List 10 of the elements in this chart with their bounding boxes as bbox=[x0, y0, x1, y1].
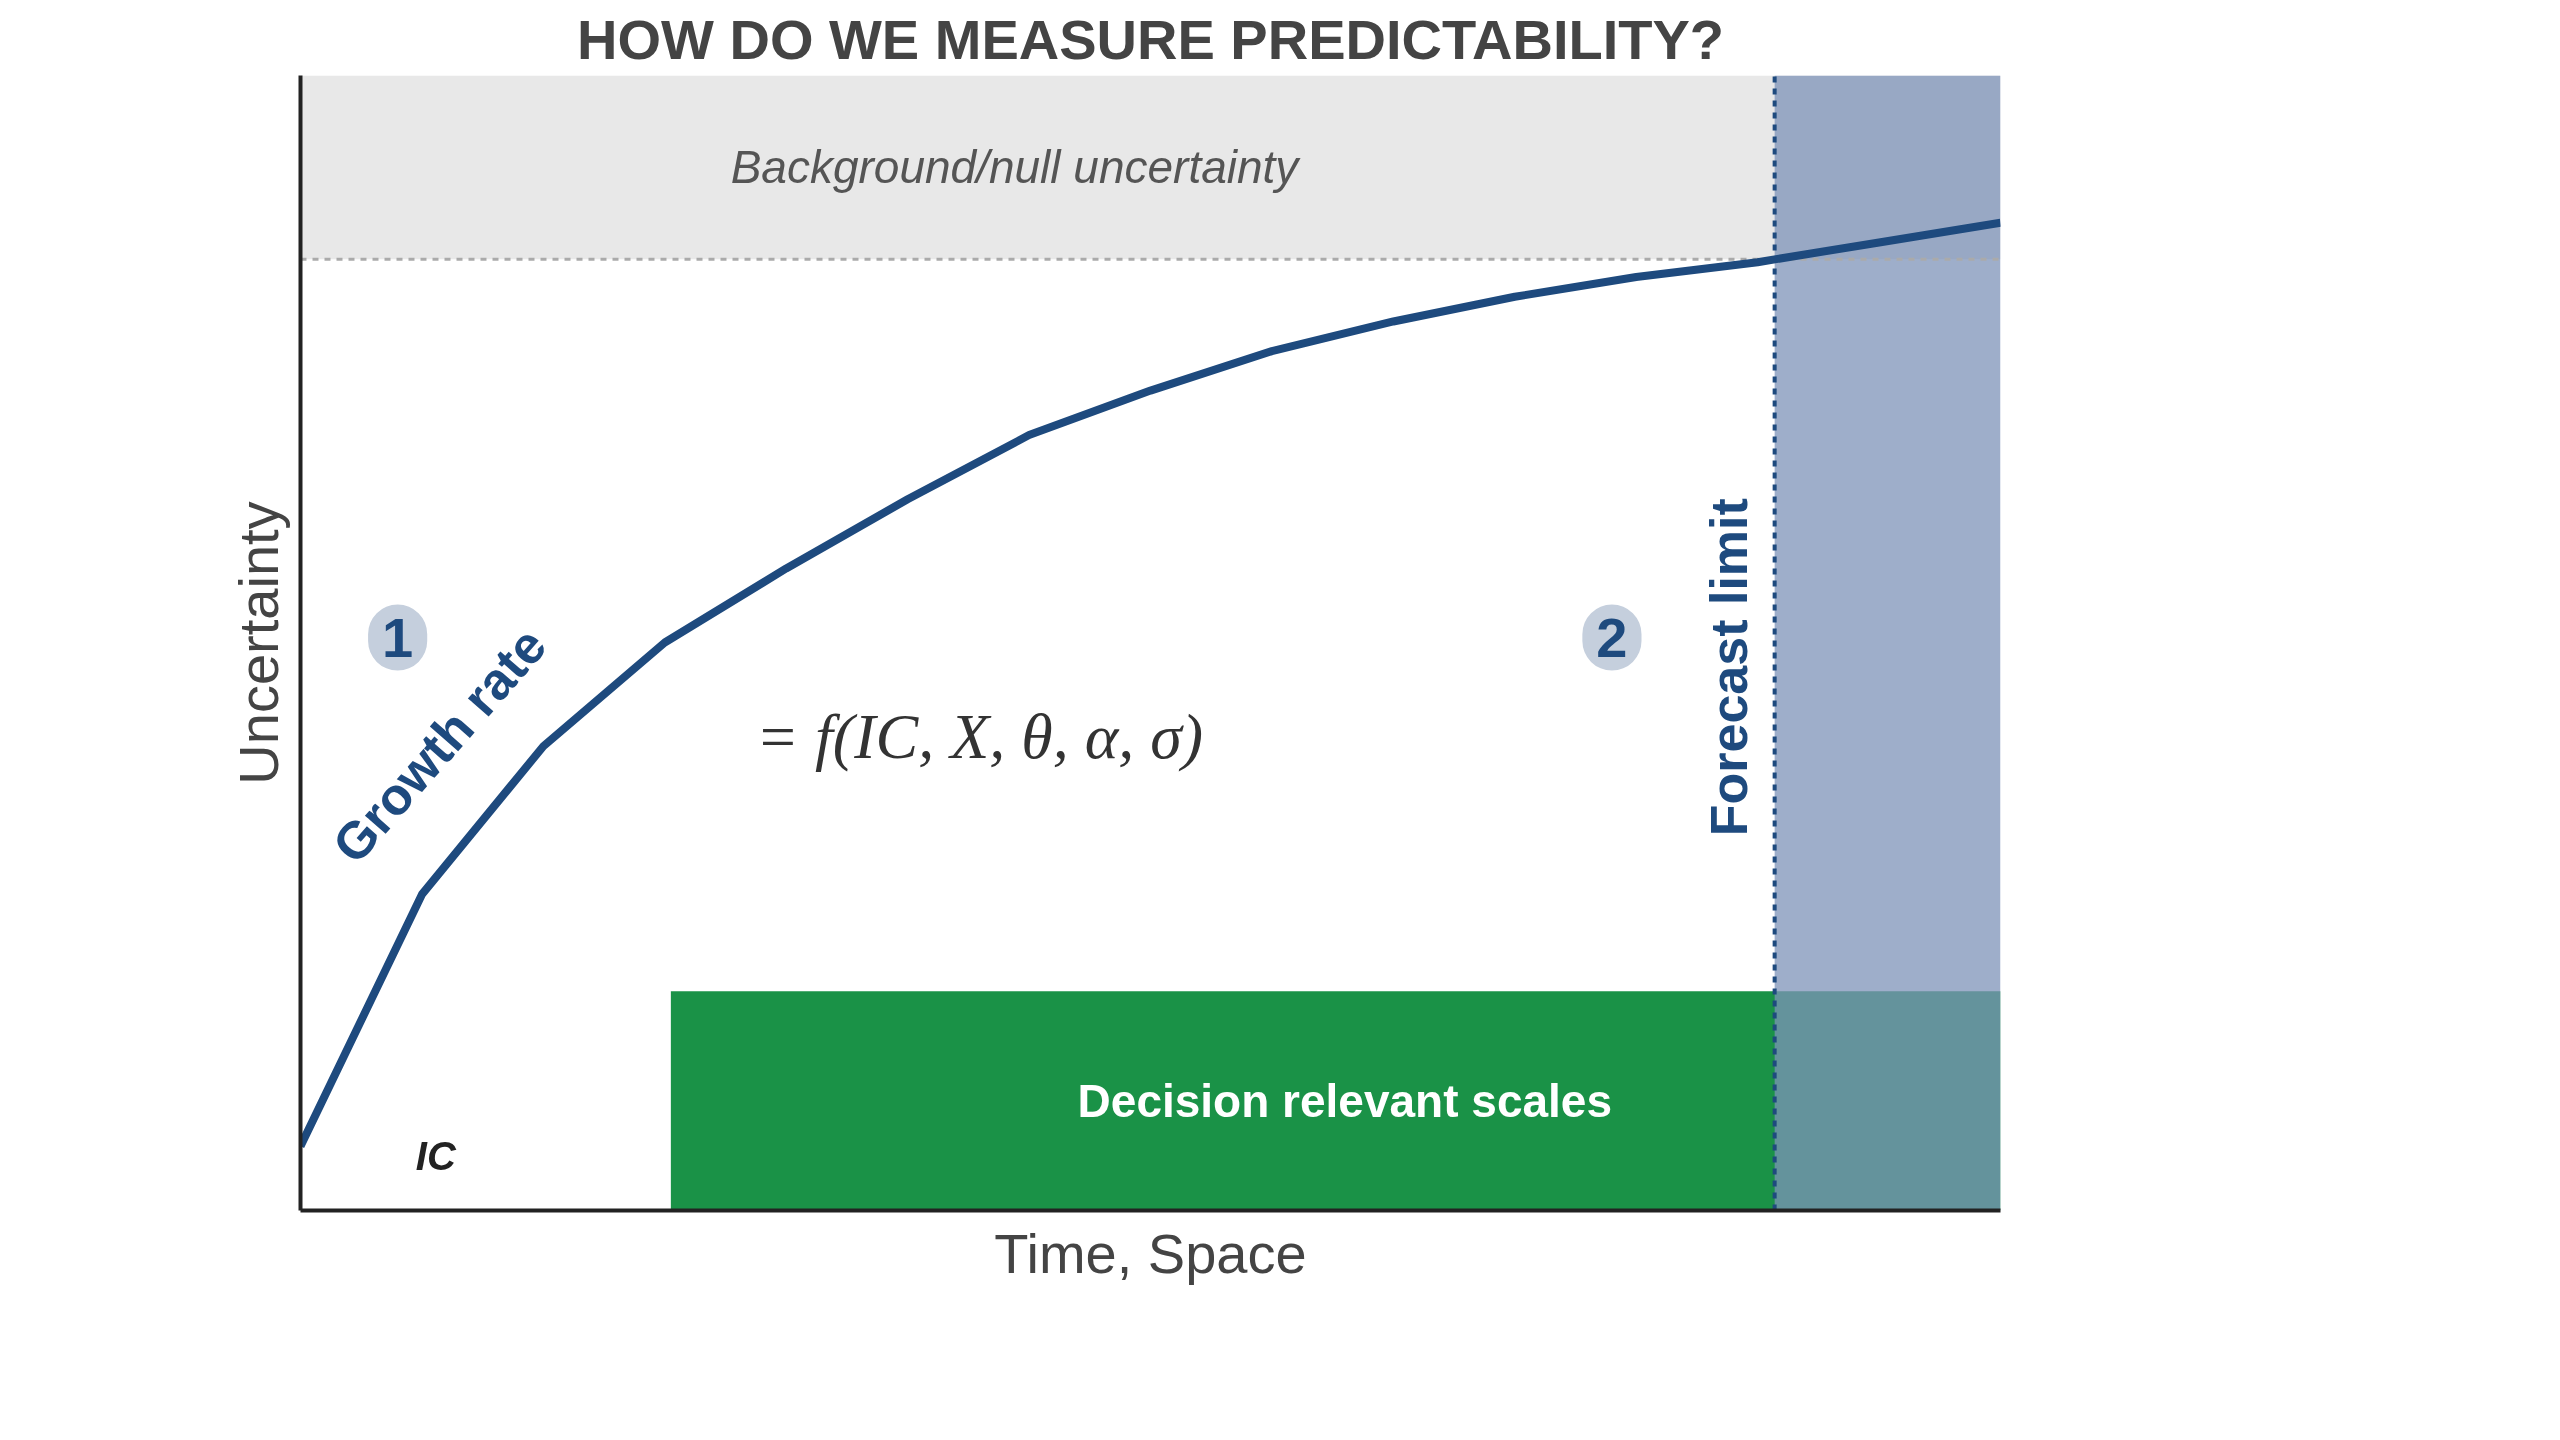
annotation: 1 bbox=[382, 605, 414, 669]
y-axis-title: Uncertainty bbox=[226, 501, 290, 785]
annotation: 2 bbox=[1596, 605, 1628, 669]
band-label: Decision relevant scales bbox=[1077, 1074, 1612, 1127]
band-label: Background/null uncertainty bbox=[730, 141, 1302, 194]
chart-title: HOW DO WE MEASURE PREDICTABILITY? bbox=[577, 7, 1724, 71]
x-axis-title: Time, Space bbox=[994, 1221, 1307, 1285]
annotation: = f(IC, X, θ, α, σ) bbox=[755, 700, 1204, 772]
annotation: IC bbox=[415, 1134, 457, 1179]
annotation: Forecast limit bbox=[1699, 498, 1758, 837]
